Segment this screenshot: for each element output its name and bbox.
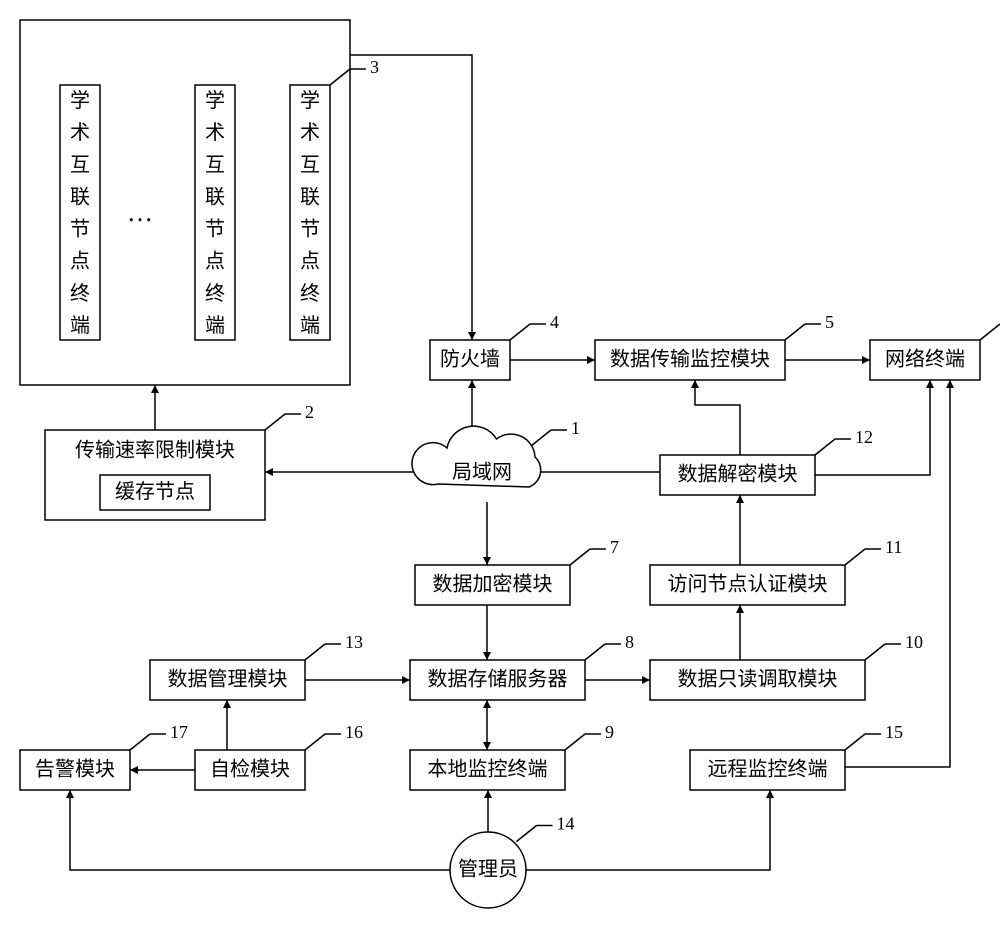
node-number: 5: [825, 312, 834, 332]
node-label: 数据管理模块: [168, 668, 288, 691]
node-label: 缓存节点: [115, 480, 195, 503]
node-label: 端: [300, 314, 320, 337]
node-label: 学: [300, 89, 320, 112]
node-number: 14: [557, 814, 575, 834]
node-label: 互: [205, 154, 225, 176]
node-label: 学: [205, 89, 225, 112]
node-label: 终: [70, 282, 90, 305]
node-label: 点: [70, 250, 90, 273]
node-number: 11: [885, 537, 902, 557]
edge: [70, 790, 450, 870]
node-label: 告警模块: [35, 758, 115, 781]
node-rate_limit: 传输速率限制模块: [75, 439, 235, 462]
node-label: …: [127, 198, 153, 227]
node-label: 端: [70, 314, 90, 337]
node-number: 2: [305, 402, 314, 422]
node-terminal_2: 学术互联节点终端: [195, 85, 235, 340]
node-admin: 管理员 14: [450, 814, 575, 908]
node-number: 17: [170, 722, 188, 742]
node-label: 互: [300, 154, 320, 176]
node-label: 术: [70, 121, 90, 144]
node-number: 12: [855, 427, 873, 447]
node-alarm: 告警模块 17: [20, 722, 188, 790]
node-label: 数据存储服务器: [428, 668, 568, 691]
node-label: 点: [300, 250, 320, 273]
node-data_mon: 数据传输监控模块 5: [595, 312, 834, 380]
edge: [695, 380, 740, 455]
node-label: 节: [300, 218, 320, 241]
node-number: 7: [610, 537, 619, 557]
node-remote_mon: 远程监控终端 15: [690, 722, 903, 790]
node-lan: 局域网 1: [412, 418, 580, 487]
node-decrypt: 数据解密模块 12: [660, 427, 873, 495]
node-net_term: 网络终端6: [870, 312, 1000, 380]
node-ellipsis: …: [127, 198, 153, 227]
node-label: 联: [205, 185, 225, 208]
node-number: 4: [550, 312, 559, 332]
node-label: 数据解密模块: [678, 463, 798, 486]
node-label: 数据只读调取模块: [678, 668, 838, 691]
node-storage: 数据存储服务器 8: [410, 632, 634, 700]
node-label: 数据加密模块: [433, 573, 553, 596]
node-label: 远程监控终端: [708, 758, 828, 781]
node-number: 1: [571, 418, 580, 438]
node-label: 互: [70, 154, 90, 176]
node-label: 自检模块: [210, 758, 290, 781]
node-number: 10: [905, 632, 923, 652]
node-cache_node: 缓存节点: [100, 475, 210, 510]
node-encrypt: 数据加密模块 7: [415, 537, 619, 605]
node-readonly: 数据只读调取模块 10: [650, 632, 923, 700]
node-label: 管理员: [458, 858, 518, 881]
node-auth: 访问节点认证模块 11: [650, 537, 902, 605]
node-data_mgmt: 数据管理模块 13: [150, 632, 363, 700]
node-label: 学: [70, 89, 90, 112]
node-number: 15: [885, 722, 903, 742]
node-label: 术: [300, 121, 320, 144]
node-label: 网络终端: [885, 348, 965, 371]
node-label: 访问节点认证模块: [668, 573, 828, 596]
node-label: 节: [205, 218, 225, 241]
diagram-canvas: 学术互联节点终端学术互联节点终端学术互联节点终端32传输速率限制模块缓存节点防火…: [0, 0, 1000, 937]
node-label: 终: [205, 282, 225, 305]
node-label: 数据传输监控模块: [610, 348, 770, 371]
node-label: 端: [205, 314, 225, 337]
node-label: 术: [205, 121, 225, 144]
node-label: 节: [70, 218, 90, 241]
node-label: 终: [300, 282, 320, 305]
node-label: 防火墙: [440, 348, 500, 371]
node-label: 局域网: [452, 461, 512, 484]
node-number: 3: [370, 57, 379, 77]
node-label: 点: [205, 250, 225, 273]
node-number: 8: [625, 632, 634, 652]
node-number: 9: [605, 722, 614, 742]
node-label: 本地监控终端: [428, 758, 548, 781]
node-local_mon: 本地监控终端 9: [410, 722, 614, 790]
node-number: 13: [345, 632, 363, 652]
node-number: 16: [345, 722, 363, 742]
node-firewall: 防火墙 4: [430, 312, 559, 380]
node-label: 联: [300, 185, 320, 208]
node-label: 传输速率限制模块: [75, 439, 235, 462]
node-label: 联: [70, 185, 90, 208]
nodes-layer: 学术互联节点终端学术互联节点终端学术互联节点终端32传输速率限制模块缓存节点防火…: [20, 20, 1000, 908]
node-terminal_1: 学术互联节点终端: [60, 85, 100, 340]
node-selfcheck: 自检模块 16: [195, 722, 363, 790]
